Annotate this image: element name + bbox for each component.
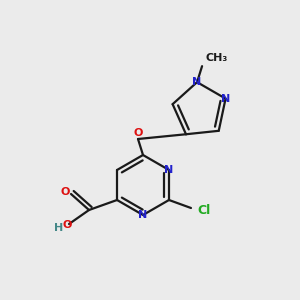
Text: N: N: [221, 94, 230, 103]
Text: Cl: Cl: [197, 203, 210, 217]
Text: N: N: [192, 77, 202, 87]
Text: N: N: [164, 165, 174, 175]
Text: O: O: [62, 220, 72, 230]
Text: O: O: [133, 128, 143, 138]
Text: O: O: [60, 187, 70, 197]
Text: CH₃: CH₃: [205, 53, 227, 63]
Text: N: N: [138, 210, 148, 220]
Text: H: H: [54, 223, 64, 233]
